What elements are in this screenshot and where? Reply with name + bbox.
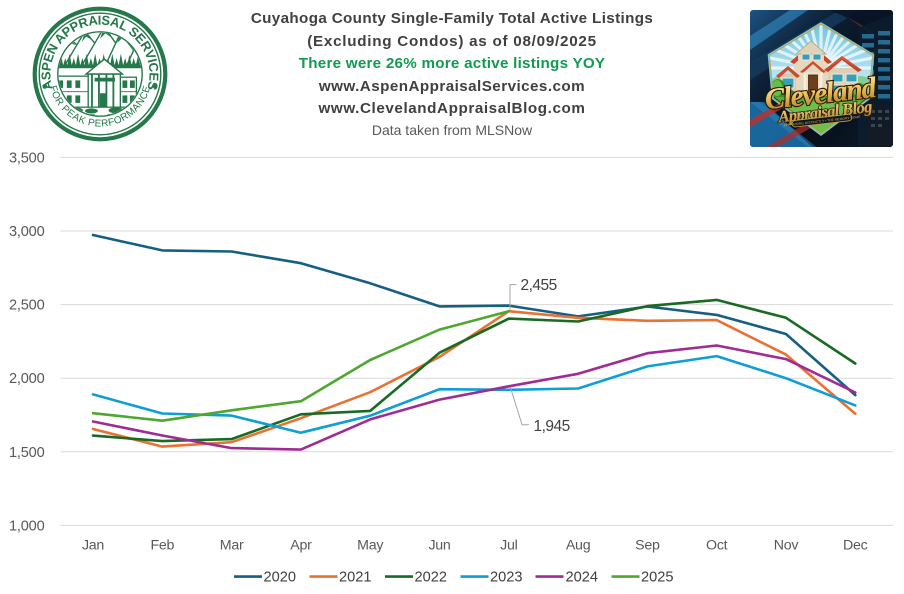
svg-text:Aug: Aug [566, 538, 591, 554]
svg-text:Nov: Nov [774, 538, 800, 554]
svg-text:2023: 2023 [490, 570, 522, 586]
svg-text:Jun: Jun [428, 538, 450, 554]
svg-text:3,000: 3,000 [9, 224, 45, 240]
svg-text:2,000: 2,000 [9, 371, 45, 387]
svg-text:Oct: Oct [706, 538, 728, 554]
svg-text:May: May [357, 538, 384, 554]
svg-text:2022: 2022 [415, 570, 447, 586]
svg-text:2025: 2025 [641, 570, 673, 586]
svg-text:2021: 2021 [339, 570, 371, 586]
svg-text:2020: 2020 [264, 570, 296, 586]
svg-text:Jan: Jan [82, 538, 104, 554]
svg-text:2,500: 2,500 [9, 298, 45, 314]
svg-text:Sep: Sep [635, 538, 660, 554]
svg-text:1,500: 1,500 [9, 445, 45, 461]
svg-text:Dec: Dec [843, 538, 868, 554]
svg-text:2,455: 2,455 [521, 277, 557, 294]
svg-text:Mar: Mar [220, 538, 244, 554]
svg-text:3,500: 3,500 [9, 150, 45, 166]
svg-text:Jul: Jul [500, 538, 517, 554]
svg-text:1,945: 1,945 [534, 418, 570, 435]
svg-text:Feb: Feb [150, 538, 174, 554]
svg-text:Apr: Apr [290, 538, 312, 554]
svg-text:1,000: 1,000 [9, 518, 45, 534]
svg-text:2024: 2024 [566, 570, 598, 586]
